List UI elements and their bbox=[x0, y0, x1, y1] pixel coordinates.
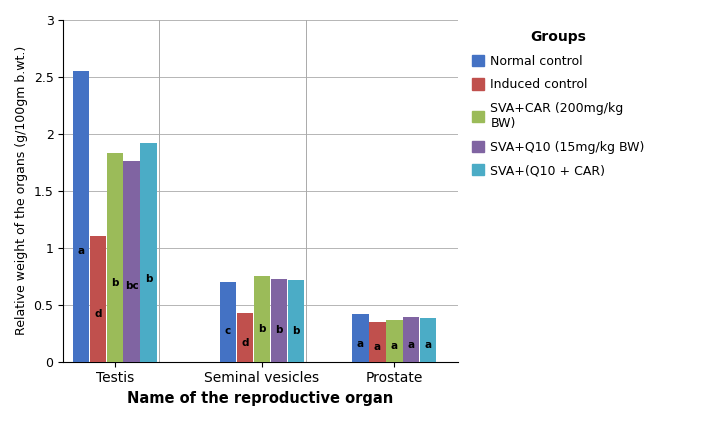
Legend: Normal control, Induced control, SVA+CAR (200mg/kg
BW), SVA+Q10 (15mg/kg BW), SV: Normal control, Induced control, SVA+CAR… bbox=[468, 26, 649, 181]
Bar bbox=[403, 317, 420, 362]
Text: d: d bbox=[241, 338, 249, 348]
Bar bbox=[140, 143, 157, 362]
Bar bbox=[254, 276, 270, 362]
Text: a: a bbox=[357, 338, 364, 349]
Text: bc: bc bbox=[125, 280, 139, 290]
Bar bbox=[352, 314, 369, 362]
Text: d: d bbox=[94, 309, 102, 319]
Text: a: a bbox=[408, 340, 415, 350]
Text: b: b bbox=[292, 325, 300, 336]
Text: b: b bbox=[145, 274, 152, 284]
Bar bbox=[73, 71, 89, 362]
Text: c: c bbox=[225, 326, 231, 336]
Text: b: b bbox=[258, 324, 266, 334]
X-axis label: Name of the reproductive organ: Name of the reproductive organ bbox=[127, 391, 393, 406]
Bar bbox=[369, 322, 385, 362]
Text: b: b bbox=[111, 277, 119, 288]
Text: a: a bbox=[425, 340, 432, 350]
Bar bbox=[237, 313, 253, 362]
Text: a: a bbox=[391, 341, 398, 351]
Text: b: b bbox=[275, 325, 282, 335]
Text: a: a bbox=[77, 246, 84, 256]
Bar bbox=[270, 279, 287, 362]
Bar bbox=[107, 153, 123, 362]
Y-axis label: Relative weight of the organs (g/100gm b.wt.): Relative weight of the organs (g/100gm b… bbox=[15, 46, 28, 336]
Bar bbox=[287, 280, 304, 362]
Bar bbox=[89, 237, 106, 362]
Bar bbox=[220, 282, 236, 362]
Bar bbox=[124, 161, 140, 362]
Text: a: a bbox=[374, 341, 381, 352]
Bar bbox=[420, 318, 436, 362]
Bar bbox=[386, 320, 403, 362]
